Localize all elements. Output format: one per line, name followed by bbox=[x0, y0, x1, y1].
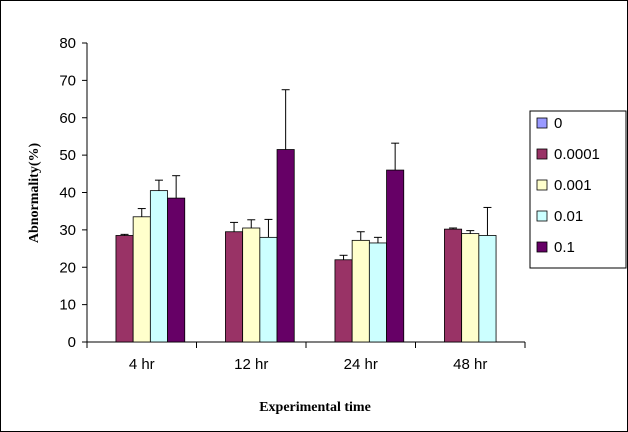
y-tick-label: 50 bbox=[59, 147, 76, 164]
bar bbox=[115, 235, 134, 343]
x-tick-label: 24 hr bbox=[344, 356, 378, 373]
error-bars bbox=[120, 89, 492, 260]
legend: 0 0.0001 0.001 0.01 0.1 bbox=[529, 110, 627, 269]
y-axis: 0 10 20 30 40 50 60 70 80 bbox=[59, 35, 88, 351]
y-tick-label: 20 bbox=[59, 259, 76, 276]
bars bbox=[115, 149, 497, 343]
bar bbox=[461, 233, 480, 343]
x-axis: 4 hr 12 hr 24 hr 48 hr bbox=[86, 341, 526, 373]
y-tick-label: 30 bbox=[59, 222, 76, 239]
bar bbox=[132, 216, 151, 343]
bar bbox=[444, 228, 463, 343]
y-axis-title: Abnormality(%) bbox=[27, 143, 42, 244]
legend-label: 0.001 bbox=[554, 177, 592, 194]
legend-label: 0.0001 bbox=[554, 146, 600, 163]
bar bbox=[368, 242, 387, 343]
bar bbox=[242, 227, 261, 343]
legend-swatch bbox=[536, 241, 548, 253]
legend-label: 0.1 bbox=[554, 239, 575, 256]
bar bbox=[478, 235, 497, 343]
x-tick-label: 4 hr bbox=[129, 356, 155, 373]
bar bbox=[386, 169, 405, 343]
x-tick-label: 12 hr bbox=[234, 356, 268, 373]
bar bbox=[259, 236, 278, 343]
legend-swatch bbox=[536, 148, 548, 160]
y-tick-label: 40 bbox=[59, 185, 76, 202]
y-tick-label: 60 bbox=[59, 110, 76, 127]
legend-label: 0 bbox=[554, 115, 562, 132]
bar bbox=[334, 259, 353, 343]
y-tick-label: 70 bbox=[59, 72, 76, 89]
legend-swatch bbox=[536, 179, 548, 191]
bar bbox=[167, 197, 186, 343]
y-tick-label: 0 bbox=[68, 334, 76, 351]
y-tick-label: 80 bbox=[59, 35, 76, 52]
y-tick-label: 10 bbox=[59, 297, 76, 314]
x-axis-title: Experimental time bbox=[259, 400, 371, 415]
legend-label: 0.01 bbox=[554, 208, 583, 225]
bar bbox=[149, 190, 168, 343]
x-tick-label: 48 hr bbox=[453, 356, 487, 373]
bar bbox=[225, 231, 244, 343]
legend-swatch bbox=[536, 117, 548, 129]
bar bbox=[276, 149, 295, 343]
legend-swatch bbox=[536, 210, 548, 222]
bar bbox=[351, 239, 370, 343]
